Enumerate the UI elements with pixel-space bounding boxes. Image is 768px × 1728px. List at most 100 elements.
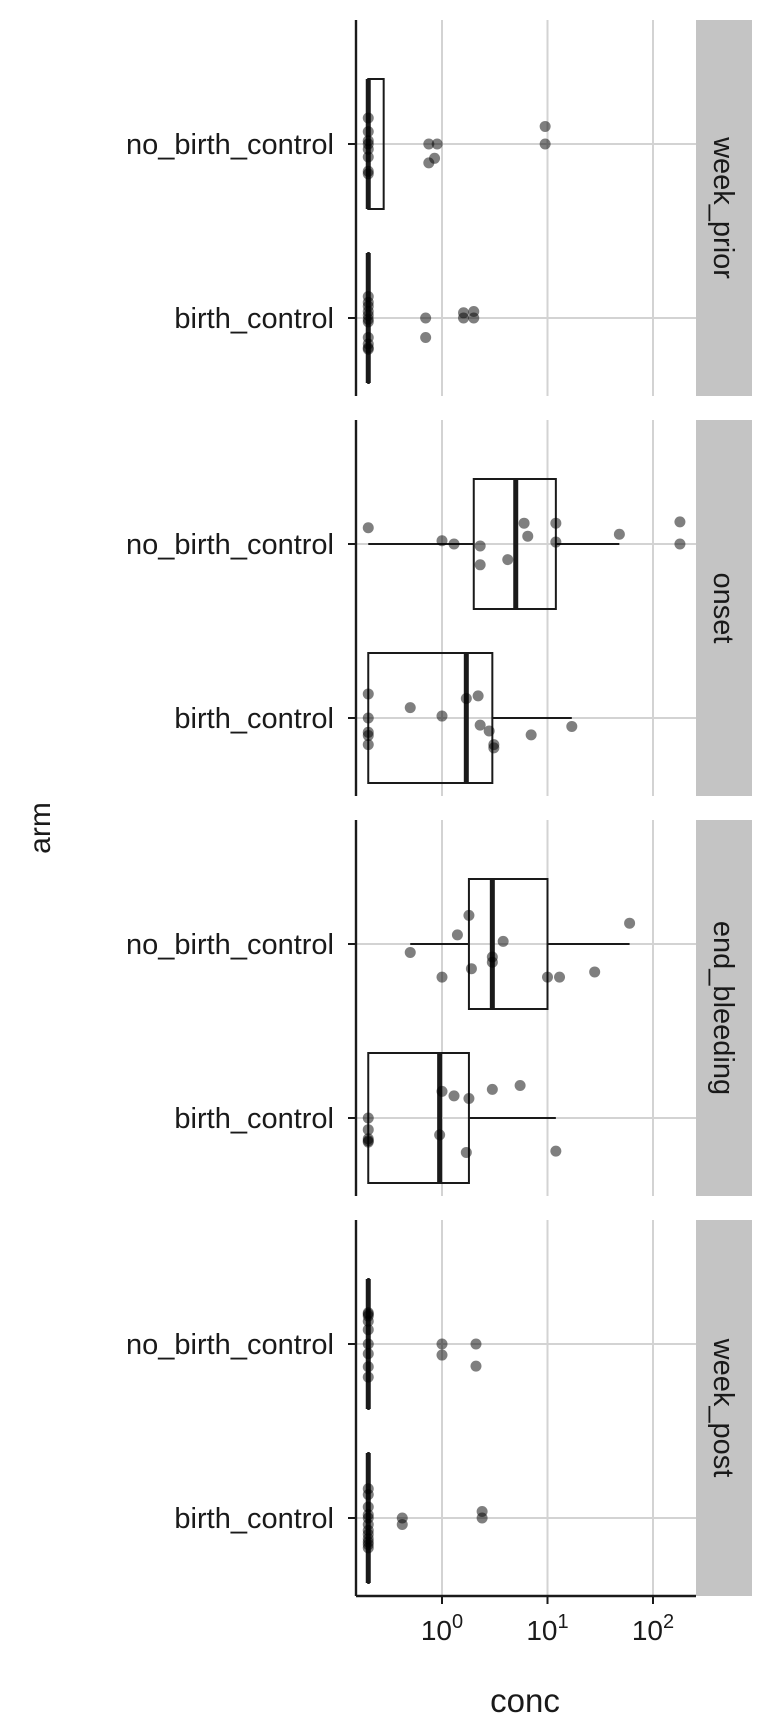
data-point: [674, 538, 686, 550]
data-point: [362, 316, 374, 328]
y-tick-label: birth_control: [174, 1103, 334, 1135]
y-tick-label: no_birth_control: [126, 129, 334, 161]
boxes: [365, 78, 630, 1584]
data-point: [497, 935, 509, 947]
facet-strip-label: week_post: [707, 1338, 739, 1478]
data-point: [396, 1519, 408, 1530]
gridlines: [356, 20, 696, 1596]
data-point: [476, 1512, 488, 1524]
data-point: [362, 1501, 374, 1513]
data-point: [472, 690, 484, 702]
x-tick-label: 101: [526, 1611, 568, 1646]
data-point: [362, 126, 374, 138]
data-point: [448, 1090, 460, 1102]
data-point: [436, 1085, 448, 1097]
data-point: [362, 1361, 374, 1373]
data-point: [362, 1489, 374, 1501]
data-point: [362, 688, 374, 700]
data-point: [423, 157, 435, 169]
axes: [348, 20, 696, 1604]
data-point: [436, 535, 448, 547]
data-point: [362, 739, 374, 751]
box: [467, 878, 549, 1010]
y-tick-label: no_birth_control: [126, 1329, 334, 1361]
data-point: [362, 1348, 374, 1360]
facet-strip-label: onset: [707, 573, 739, 644]
data-point: [589, 966, 601, 978]
data-point: [420, 332, 432, 343]
data-point: [522, 530, 534, 542]
data-point: [362, 1112, 374, 1124]
data-point: [539, 120, 551, 132]
data-point: [362, 343, 374, 355]
data-point: [474, 719, 486, 731]
data-point: [460, 693, 472, 704]
data-point: [404, 702, 416, 714]
data-point: [468, 312, 480, 324]
data-point: [451, 929, 463, 941]
data-point: [539, 138, 551, 150]
data-point: [486, 956, 498, 968]
data-points: [362, 112, 686, 1554]
y-tick-label: birth_control: [174, 303, 334, 335]
data-point: [550, 536, 562, 548]
data-point: [362, 112, 374, 124]
data-point: [542, 971, 553, 983]
data-point: [502, 554, 514, 566]
data-point: [488, 742, 500, 754]
facet-strip: [696, 20, 752, 396]
data-point: [404, 946, 416, 958]
y-tick-label: no_birth_control: [126, 529, 334, 561]
x-tick-label: 102: [632, 1611, 674, 1646]
data-point: [362, 1338, 374, 1350]
facet-strip-label: week_prior: [707, 136, 739, 279]
data-point: [474, 540, 486, 552]
x-axis-title: conc: [490, 1682, 560, 1719]
data-point: [362, 168, 374, 180]
data-point: [362, 1542, 374, 1554]
data-point: [362, 143, 374, 155]
data-point: [483, 725, 495, 737]
data-point: [362, 1324, 374, 1336]
facet-strip: [696, 1220, 752, 1596]
data-point: [525, 729, 537, 741]
facet-strip-label: end_bleeding: [707, 921, 739, 1095]
data-point: [474, 559, 486, 571]
y-tick-label: no_birth_control: [126, 929, 334, 961]
data-point: [448, 538, 460, 550]
data-point: [362, 712, 374, 724]
data-point: [486, 1083, 498, 1095]
data-point: [463, 909, 475, 921]
data-point: [470, 1338, 482, 1350]
x-tick-label: 100: [421, 1611, 463, 1646]
data-point: [436, 971, 448, 983]
data-point: [460, 1146, 472, 1158]
data-point: [436, 710, 448, 722]
facet-strip: [696, 820, 752, 1196]
data-point: [362, 1124, 374, 1136]
y-axis-title: arm: [24, 802, 57, 854]
data-point: [514, 1080, 526, 1091]
facet-strip: [696, 420, 752, 796]
y-tick-label: birth_control: [174, 703, 334, 735]
data-point: [554, 971, 566, 983]
data-point: [362, 151, 374, 163]
data-point: [434, 1129, 446, 1141]
data-point: [436, 1349, 448, 1361]
data-point: [362, 730, 374, 742]
data-point: [566, 720, 578, 732]
axis-labels: no_birth_control birth_control no_birth_co…: [126, 129, 674, 1646]
data-point: [470, 1360, 482, 1372]
data-point: [674, 516, 686, 528]
data-point: [362, 1136, 374, 1148]
data-point: [463, 1093, 475, 1104]
y-tick-label: birth_control: [174, 1503, 334, 1535]
data-point: [613, 528, 625, 540]
data-point: [362, 522, 374, 534]
data-point: [431, 138, 443, 150]
data-point: [624, 917, 636, 929]
data-point: [458, 312, 470, 324]
data-point: [362, 1371, 374, 1383]
